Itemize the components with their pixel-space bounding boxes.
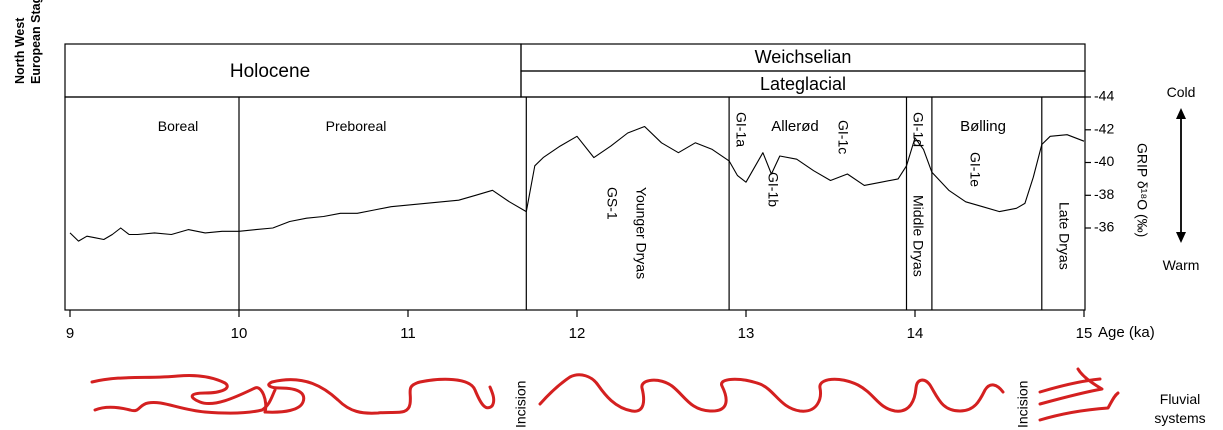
x-tick-label: 15 (1076, 325, 1093, 342)
incision-label-right: Incision (1015, 381, 1031, 428)
y-axis-title-line1: North West (13, 17, 27, 84)
warm-arrowhead-icon (1176, 232, 1186, 243)
warm-label: Warm (1163, 257, 1200, 273)
incision-label-left: Incision (513, 381, 529, 428)
x-tick-label: 10 (231, 325, 248, 342)
x-tick-label: 12 (569, 325, 586, 342)
fluvial-label-line2: systems (1154, 410, 1205, 426)
braided-channel-c (1038, 391, 1120, 422)
event-label-gi1e: GI-1e (967, 152, 983, 187)
isotope-series (69, 125, 1085, 242)
event-label-gi1c: GI-1c (835, 120, 851, 154)
y-tick-label: -36 (1094, 219, 1114, 235)
meander-holocene (263, 377, 496, 415)
meander-lateglacial (538, 373, 1005, 413)
event-label-younger-dryas: Younger Dryas (633, 187, 649, 279)
y-tick-label: -44 (1094, 88, 1114, 104)
plot-frame (64, 96, 1086, 311)
zone-label-bolling: Bølling (960, 118, 1006, 135)
isotope-line (69, 125, 1085, 242)
braided-channel-lower (93, 388, 277, 415)
x-tick-label: 14 (907, 325, 924, 342)
y-axis: -44 -42 -40 -38 -36 (1085, 88, 1114, 235)
event-label-gi1a: GI-1a (733, 112, 749, 147)
x-axis: 9 10 11 12 13 14 15 (66, 310, 1093, 342)
cold-arrowhead-icon (1176, 108, 1186, 119)
event-label-gs1: GS-1 (604, 187, 620, 220)
zone-label-allerod: Allerød (771, 118, 819, 135)
x-tick-label: 13 (738, 325, 755, 342)
y-tick-label: -38 (1094, 186, 1114, 202)
zone-label-preboreal: Preboreal (326, 118, 387, 134)
weichselian-label: Weichselian (755, 47, 852, 67)
x-tick-label: 11 (400, 325, 416, 342)
event-label-gi1d: GI-1d (910, 112, 926, 147)
braided-channel-b (1038, 367, 1104, 406)
fluvial-label-line1: Fluvial (1160, 391, 1200, 407)
braided-channel-upper (90, 374, 268, 414)
lateglacial-label: Lateglacial (760, 74, 846, 94)
y-tick-label: -40 (1094, 153, 1114, 169)
y-axis-title: GRIP δ¹⁸O (‰) (1134, 143, 1150, 237)
braided-channel-a (1038, 377, 1102, 394)
x-tick-label: 9 (66, 325, 74, 342)
holocene-label: Holocene (230, 61, 310, 82)
event-label-gi1b: GI-1b (765, 172, 781, 207)
zone-label-boreal: Boreal (158, 118, 198, 134)
x-axis-title: Age (ka) (1098, 324, 1155, 341)
y-tick-label: -42 (1094, 121, 1114, 137)
y-axis-title-line2: European Stages (29, 0, 43, 84)
boundary-lines (238, 97, 1043, 310)
event-label-middle-dryas: Middle Dryas (910, 195, 926, 277)
fluvial-systems (90, 367, 1120, 422)
cold-label: Cold (1167, 84, 1196, 100)
event-label-late-dryas: Late Dryas (1056, 202, 1072, 270)
